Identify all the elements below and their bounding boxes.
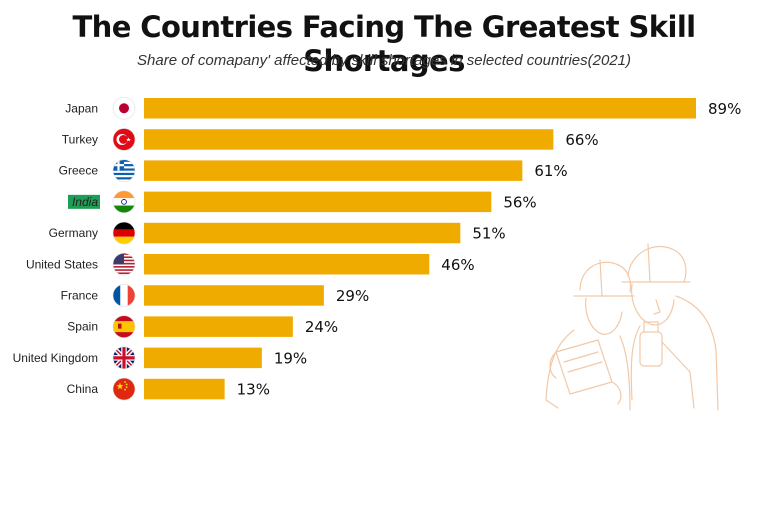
category-label-united-kingdom: United Kingdom xyxy=(13,351,98,365)
spain-flag-icon xyxy=(112,315,136,338)
workers-illustration xyxy=(545,243,719,411)
category-label-greece: Greece xyxy=(59,164,99,178)
bar-turkey xyxy=(144,129,554,150)
bar-china xyxy=(144,378,225,400)
bar-united-states xyxy=(144,254,430,275)
uk-flag-icon xyxy=(112,346,136,370)
france-flag-icon xyxy=(112,284,136,307)
category-label-united-states: United States xyxy=(26,257,98,271)
value-label-turkey: 66% xyxy=(565,131,598,149)
bar-united-kingdom xyxy=(144,347,262,369)
bar-germany xyxy=(144,222,461,244)
bar-india xyxy=(144,191,492,213)
value-label-spain: 24% xyxy=(305,318,338,336)
bar-spain xyxy=(144,316,293,337)
value-label-united-states: 46% xyxy=(441,256,474,274)
value-label-germany: 51% xyxy=(472,225,505,243)
category-label-france: France xyxy=(61,288,99,302)
highlight-label-background xyxy=(68,194,100,209)
bar-japan xyxy=(144,98,696,119)
category-label-india: India xyxy=(72,195,98,209)
india-flag-icon xyxy=(112,190,136,214)
value-label-united-kingdom: 19% xyxy=(274,349,307,367)
chart-title: The Countries Facing The Greatest Skill … xyxy=(72,10,696,78)
germany-flag-icon xyxy=(112,221,136,245)
category-label-turkey: Turkey xyxy=(62,132,98,146)
japan-flag-icon xyxy=(112,96,136,120)
greece-flag-icon xyxy=(112,159,136,182)
category-label-spain: Spain xyxy=(67,320,98,334)
category-label-germany: Germany xyxy=(49,226,98,240)
value-label-india: 56% xyxy=(503,193,536,211)
value-label-china: 13% xyxy=(237,381,270,399)
china-flag-icon xyxy=(112,377,136,401)
turkey-flag-icon xyxy=(112,128,136,151)
usa-flag-icon xyxy=(112,252,136,276)
value-label-greece: 61% xyxy=(534,162,567,180)
value-label-france: 29% xyxy=(336,287,369,305)
bar-france xyxy=(144,285,324,306)
bars-group: Japan 89% Turkey 66% Greece 61% India 56% German… xyxy=(13,96,741,401)
bar-greece xyxy=(144,160,523,181)
value-label-japan: 89% xyxy=(708,100,741,118)
chart-subtitle: Share of comapany' affected by skill sho… xyxy=(137,52,631,69)
category-label-china: China xyxy=(67,382,99,396)
category-label-japan: Japan xyxy=(65,101,98,115)
